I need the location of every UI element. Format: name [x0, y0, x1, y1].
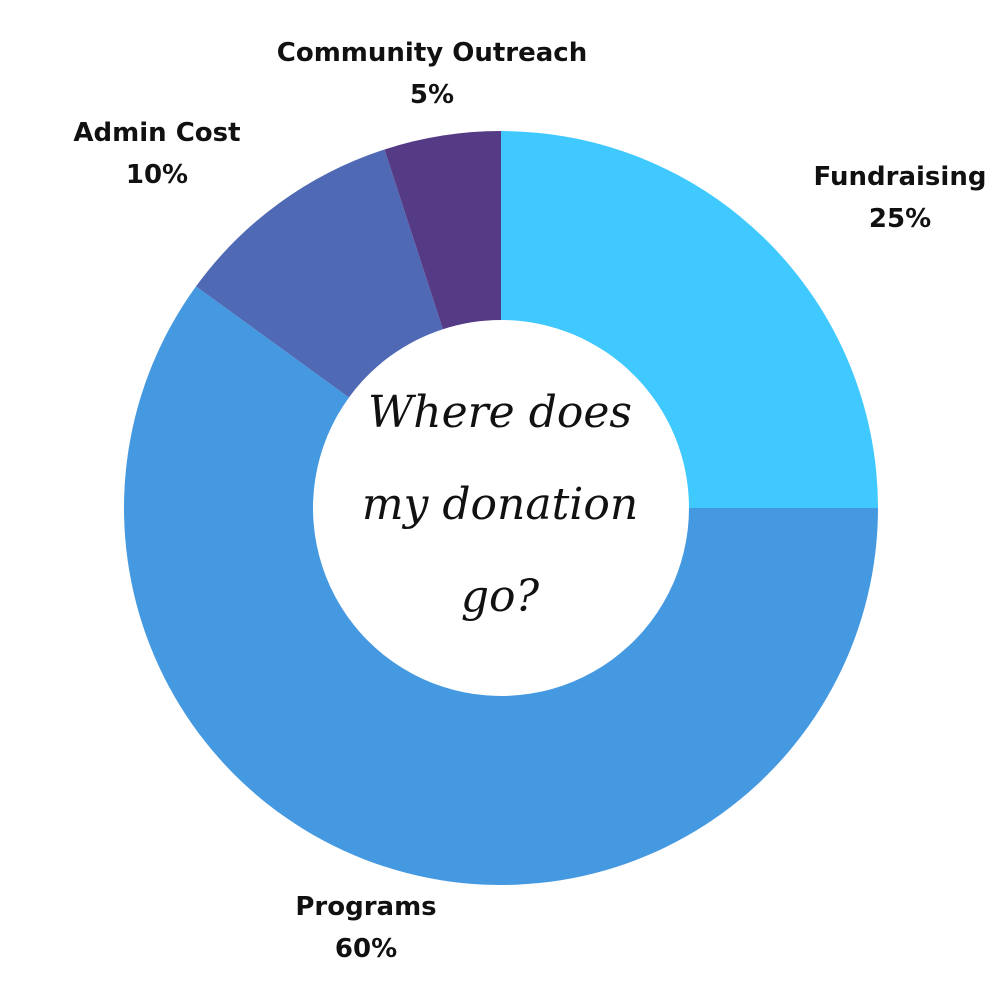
label-admin-cost-value: 10%	[125, 160, 189, 190]
label-fundraising-value: 25%	[868, 204, 932, 234]
label-programs-value: 60%	[334, 934, 398, 964]
label-community-outreach-value: 5%	[409, 80, 455, 110]
slice-programs	[123, 286, 879, 886]
label-fundraising: Fundraising 25%	[814, 156, 987, 240]
label-admin-cost-name: Admin Cost	[73, 118, 241, 148]
label-fundraising-name: Fundraising	[813, 162, 987, 192]
chart-title: Where does my donation go?	[361, 387, 639, 622]
slice-fundraising	[501, 131, 878, 508]
label-programs: Programs 60%	[295, 886, 436, 970]
label-community-outreach-name: Community Outreach	[276, 38, 588, 68]
slice-admin-cost	[196, 149, 443, 398]
label-community-outreach: Community Outreach 5%	[277, 32, 587, 116]
slice-community-outreach	[384, 131, 501, 330]
label-admin-cost: Admin Cost 10%	[73, 112, 240, 196]
label-programs-name: Programs	[295, 892, 437, 922]
